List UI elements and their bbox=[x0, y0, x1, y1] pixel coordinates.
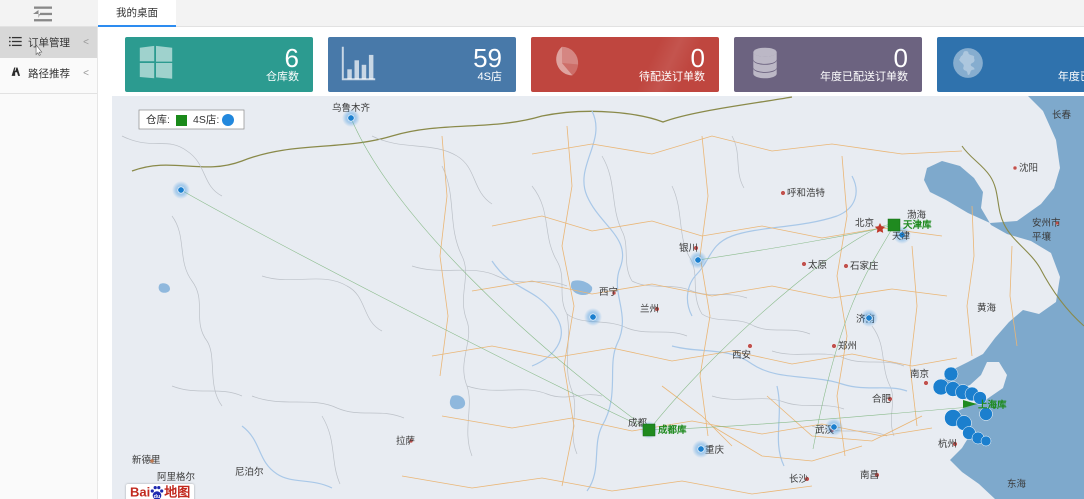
svg-text:du: du bbox=[154, 494, 161, 499]
svg-text:新德里: 新德里 bbox=[132, 454, 161, 466]
svg-text:沈阳: 沈阳 bbox=[1019, 162, 1038, 174]
svg-text:天津: 天津 bbox=[892, 231, 910, 241]
svg-text:太原: 太原 bbox=[808, 259, 827, 271]
svg-text:上海库: 上海库 bbox=[978, 399, 1007, 411]
svg-text:东海: 东海 bbox=[1007, 478, 1027, 490]
svg-text:郑州: 郑州 bbox=[838, 340, 857, 352]
svg-text:长沙: 长沙 bbox=[789, 473, 809, 485]
svg-text:长春: 长春 bbox=[1052, 109, 1072, 121]
svg-text:黄海: 黄海 bbox=[977, 302, 997, 314]
svg-text:尼泊尔: 尼泊尔 bbox=[235, 466, 264, 478]
svg-text:南昌: 南昌 bbox=[860, 469, 879, 481]
svg-text:阿里格尔: 阿里格尔 bbox=[157, 471, 196, 483]
svg-text:仓库:: 仓库: bbox=[146, 113, 170, 126]
svg-text:石家庄: 石家庄 bbox=[850, 260, 879, 272]
svg-text:杭州: 杭州 bbox=[938, 438, 957, 450]
svg-text:呼和浩特: 呼和浩特 bbox=[787, 187, 826, 199]
svg-text:拉萨: 拉萨 bbox=[396, 435, 416, 447]
svg-text:西宁: 西宁 bbox=[599, 286, 618, 298]
svg-text:成都库: 成都库 bbox=[658, 424, 687, 436]
svg-text:安州市: 安州市 bbox=[1032, 217, 1061, 229]
svg-text:兰州: 兰州 bbox=[640, 303, 659, 315]
svg-text:天津库: 天津库 bbox=[903, 219, 932, 231]
svg-text:4S店:: 4S店: bbox=[193, 113, 219, 126]
svg-text:西安: 西安 bbox=[732, 349, 751, 361]
svg-text:合肥: 合肥 bbox=[872, 393, 892, 405]
svg-text:北京: 北京 bbox=[855, 217, 874, 229]
svg-text:平壤: 平壤 bbox=[1032, 231, 1052, 243]
svg-text:南京: 南京 bbox=[910, 368, 929, 380]
